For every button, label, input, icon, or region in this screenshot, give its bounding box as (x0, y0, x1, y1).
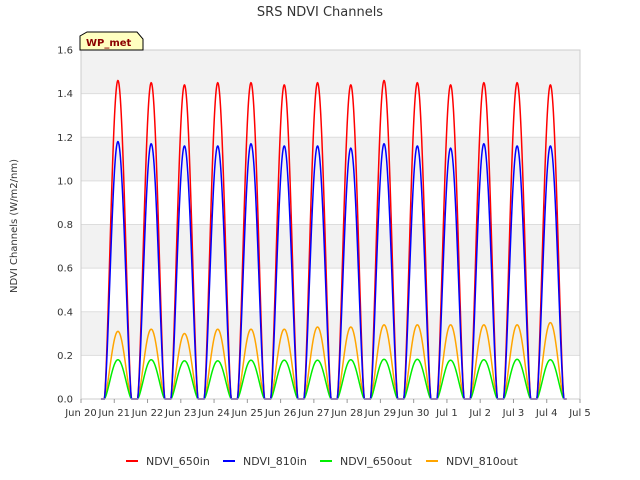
y-tick-label: 0.6 (57, 264, 73, 275)
x-tick-label: Jun 29 (364, 408, 397, 419)
x-tick-label: Jun 30 (397, 408, 430, 419)
x-tick-label: Jul 3 (502, 408, 525, 419)
legend-label: NDVI_650in (146, 455, 210, 468)
legend: NDVI_650in NDVI_810in NDVI_650out NDVI_810o… (126, 455, 518, 468)
x-tick-label: Jun 20 (64, 408, 97, 419)
plot-band (81, 137, 580, 181)
y-tick-label: 0.0 (57, 395, 73, 406)
x-tick-label: Jul 1 (435, 408, 458, 419)
plot-background (81, 50, 580, 356)
plot-frame (80, 49, 581, 400)
x-tick-label: Jul 2 (468, 408, 491, 419)
y-tick-label: 1.4 (57, 89, 73, 100)
station-badge-label: WP_met (86, 38, 132, 49)
chart-title: SRS NDVI Channels (257, 5, 383, 20)
x-tick-label: Jun 22 (131, 408, 164, 419)
plot-band (81, 50, 580, 94)
legend-label: NDVI_810in (243, 455, 307, 468)
legend-item: NDVI_810out (426, 455, 518, 468)
x-tick-label: Jun 26 (264, 408, 297, 419)
y-axis-label: NDVI Channels (W/m2/nm) (9, 159, 20, 293)
legend-item: NDVI_650in (126, 455, 210, 468)
x-tick-label: Jun 24 (197, 408, 230, 419)
plot-band (81, 224, 580, 269)
y-tick-label: 1.6 (57, 46, 73, 57)
y-ticks: 0.0 0.2 0.4 0.6 0.8 1.0 1.2 1.4 1.6 (57, 46, 73, 406)
y-tick-label: 0.4 (57, 307, 73, 318)
x-tick-label: Jun 27 (297, 408, 330, 419)
x-ticks: Jun 20 Jun 21 Jun 22 Jun 23 Jun 24 Jun 25 Jun … (64, 399, 591, 419)
plot-band (81, 311, 580, 356)
x-tick-label: Jun 21 (98, 408, 131, 419)
y-tick-label: 0.2 (57, 351, 73, 362)
station-badge-box (79, 31, 144, 51)
y-tick-label: 0.8 (57, 220, 73, 231)
x-tick-label: Jun 23 (164, 408, 197, 419)
legend-label: NDVI_650out (340, 455, 412, 468)
y-tick-label: 1.0 (57, 176, 73, 187)
x-tick-label: Jul 4 (535, 408, 558, 419)
station-badge: WP_met (79, 31, 144, 51)
y-tick-label: 1.2 (57, 133, 73, 144)
legend-item: NDVI_810in (223, 455, 307, 468)
x-tick-label: Jun 28 (330, 408, 363, 419)
legend-item: NDVI_650out (320, 455, 412, 468)
legend-label: NDVI_810out (446, 455, 518, 468)
x-tick-label: Jul 5 (568, 408, 591, 419)
x-tick-label: Jun 25 (231, 408, 264, 419)
